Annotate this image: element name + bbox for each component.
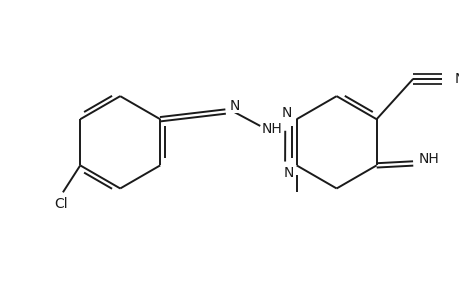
Text: N: N — [453, 72, 459, 86]
Text: NH: NH — [417, 152, 438, 166]
Text: N: N — [283, 166, 293, 180]
Text: NH: NH — [261, 122, 281, 136]
Text: N: N — [281, 106, 291, 121]
Text: N: N — [230, 99, 240, 113]
Text: Cl: Cl — [54, 197, 67, 211]
